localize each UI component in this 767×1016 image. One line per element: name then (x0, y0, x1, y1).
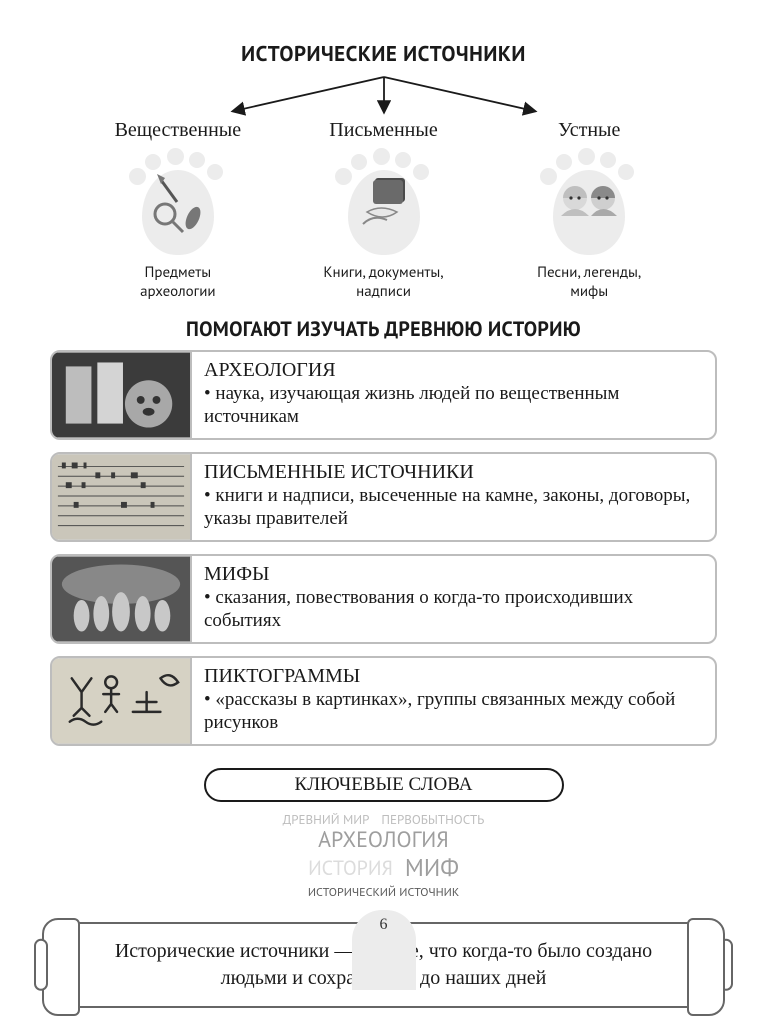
keywords-pill: КЛЮЧЕВЫЕ СЛОВА (204, 768, 564, 802)
keyword: ПЕРВОБЫТНОСТЬ (381, 812, 484, 827)
card-title: АРХЕОЛОГИЯ (204, 358, 703, 382)
card-thumb (52, 454, 192, 540)
category-oral: Устные Песни, леге (491, 119, 687, 302)
category-written: Письменные Книги, документы,надписи (286, 119, 482, 302)
category-title: Письменные (286, 119, 482, 142)
card-myths: МИФЫ • сказания, повествования о когда-т… (50, 554, 717, 644)
card-pictograms: ПИКТОГРАММЫ • «рассказы в картинках», гр… (50, 656, 717, 746)
footprint-icon (123, 148, 233, 258)
page-number: 6 (380, 916, 388, 933)
arrows (50, 73, 717, 117)
card-title: ПИСЬМЕННЫЕ ИСТОЧНИКИ (204, 460, 703, 484)
heading-top: ИСТОРИЧЕСКИЕ ИСТОЧНИКИ (50, 40, 717, 67)
card-desc: • наука, изучающая жизнь людей по вещест… (204, 382, 703, 430)
card-desc: • «рассказы в картинках», группы связанн… (204, 688, 703, 736)
footprint-icon (329, 148, 439, 258)
category-subtitle: Книги, документы,надписи (286, 264, 482, 302)
category-title: Устные (491, 119, 687, 142)
card-title: ПИКТОГРАММЫ (204, 664, 703, 688)
keyword: ИСТОРИЯ (308, 857, 393, 881)
keyword: ДРЕВНИЙ МИР (283, 812, 370, 827)
keyword-cloud: ДРЕВНИЙ МИР ПЕРВОБЫТНОСТЬАРХЕОЛОГИЯ ИСТОРИ… (50, 810, 717, 908)
card-thumb (52, 658, 192, 744)
page-number-tab: 6 (352, 910, 416, 990)
keyword: МИФ (405, 854, 459, 882)
card-written-sources: ПИСЬМЕННЫЕ ИСТОЧНИКИ • книги и надписи, … (50, 452, 717, 542)
cards-list: АРХЕОЛОГИЯ • наука, изучающая жизнь люде… (50, 350, 717, 746)
card-title: МИФЫ (204, 562, 703, 586)
card-thumb (52, 352, 192, 438)
heading-mid: ПОМОГАЮТ ИЗУЧАТЬ ДРЕВНЮЮ ИСТОРИЮ (50, 316, 717, 342)
category-subtitle: Песни, легенды,мифы (491, 264, 687, 302)
card-desc: • книги и надписи, высеченные на камне, … (204, 484, 703, 532)
card-thumb (52, 556, 192, 642)
category-material: Вещественные Предметыархеологии (80, 119, 276, 302)
card-desc: • сказания, повествования о когда-то про… (204, 586, 703, 634)
keyword: АРХЕОЛОГИЯ (318, 828, 449, 854)
card-archaeology: АРХЕОЛОГИЯ • наука, изучающая жизнь люде… (50, 350, 717, 440)
categories-row: Вещественные Предметыархеологии Письменн (50, 119, 717, 302)
category-subtitle: Предметыархеологии (80, 264, 276, 302)
footprint-icon (534, 148, 644, 258)
keyword: ИСТОРИЧЕСКИЙ ИСТОЧНИК (308, 886, 459, 900)
category-title: Вещественные (80, 119, 276, 142)
